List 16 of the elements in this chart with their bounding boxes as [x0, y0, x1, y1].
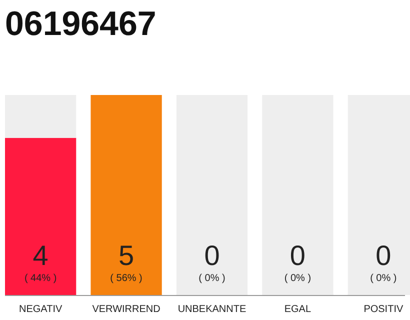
x-tick-label: VERWIRREND	[92, 304, 160, 315]
x-tick-label: UNBEKANNTE	[178, 304, 246, 315]
annotation: 0	[290, 240, 306, 271]
data-label: ( 0% )	[284, 273, 312, 284]
x-tick-label: NEGATIV	[18, 304, 62, 315]
annotation: 4	[32, 240, 48, 271]
annotation: 0	[376, 240, 392, 271]
x-tick-label: EGAL	[284, 304, 312, 315]
annotation: 5	[118, 240, 134, 271]
data-label: ( 44% )	[24, 273, 57, 284]
data-label: ( 56% )	[110, 273, 142, 284]
data-label: ( 0% )	[198, 273, 226, 284]
annotation: 0	[204, 240, 220, 271]
data-label: ( 0% )	[370, 273, 397, 284]
x-tick-label: POSITIV	[364, 304, 404, 315]
chart-title: 06196467	[5, 5, 156, 43]
